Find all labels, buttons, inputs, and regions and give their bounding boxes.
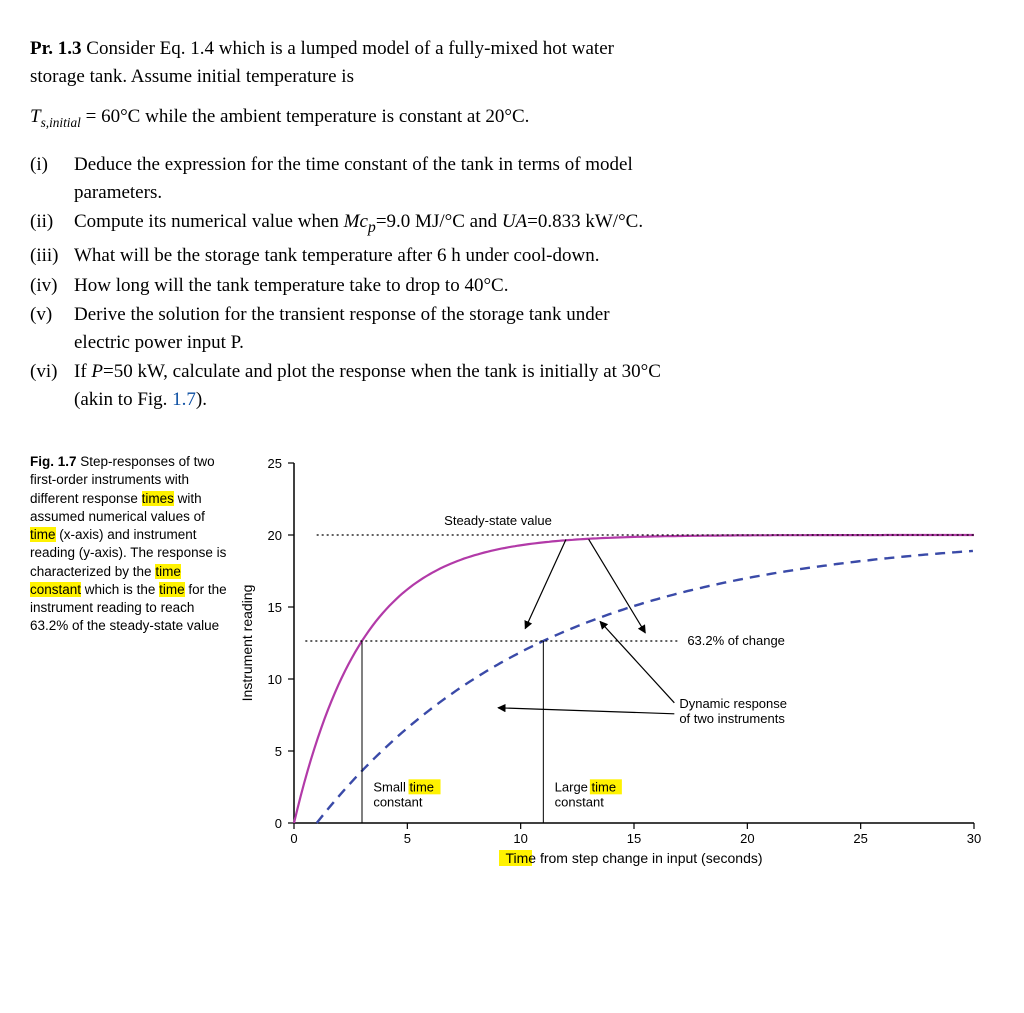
figure-row: Fig. 1.7 Step-responses of two first-ord…	[30, 453, 994, 873]
svg-text:20: 20	[268, 528, 282, 543]
svg-text:5: 5	[404, 831, 411, 846]
svg-text:Dynamic response: Dynamic response	[679, 696, 787, 711]
figure-caption: Fig. 1.7 Step-responses of two first-ord…	[30, 453, 234, 635]
svg-text:25: 25	[853, 831, 867, 846]
svg-text:constant: constant	[555, 795, 605, 810]
item-body: Deduce the expression for the time const…	[74, 151, 670, 206]
problem-block: Pr. 1.3 Consider Eq. 1.4 which is a lump…	[30, 35, 670, 413]
svg-text:63.2% of change: 63.2% of change	[687, 633, 785, 648]
chart-svg: 0 5 10 15 20 25 30 0 5 10 15 20 25 Time from step cha…	[234, 453, 994, 873]
svg-text:10: 10	[513, 831, 527, 846]
problem-item: (iii)What will be the storage tank tempe…	[30, 242, 670, 270]
problem-line2: Ts,initial = 60°C while the ambient temp…	[30, 103, 670, 132]
svg-text:30: 30	[967, 831, 981, 846]
item-marker: (v)	[30, 301, 74, 356]
svg-text:Large time: Large time	[555, 780, 616, 795]
item-body: Derive the solution for the transient re…	[74, 301, 670, 356]
T-rest: = 60°C while the ambient temperature is …	[81, 106, 530, 127]
svg-text:Steady-state value: Steady-state value	[444, 513, 552, 528]
svg-text:15: 15	[627, 831, 641, 846]
chart: 0 5 10 15 20 25 30 0 5 10 15 20 25 Time from step cha…	[234, 453, 994, 873]
item-marker: (i)	[30, 151, 74, 206]
problem-intro: Pr. 1.3 Consider Eq. 1.4 which is a lump…	[30, 35, 670, 90]
svg-text:0: 0	[275, 816, 282, 831]
svg-text:Time from step change in input: Time from step change in input (seconds)	[505, 850, 762, 866]
item-body: How long will the tank temperature take …	[74, 272, 670, 300]
problem-intro-text: Consider Eq. 1.4 which is a lumped model…	[30, 38, 614, 87]
problem-number: Pr. 1.3	[30, 38, 82, 59]
svg-text:5: 5	[275, 744, 282, 759]
svg-text:Instrument reading: Instrument reading	[239, 585, 255, 702]
item-body: Compute its numerical value when Mcp=9.0…	[74, 208, 670, 240]
T-subscript: s,initial	[41, 115, 81, 130]
item-marker: (ii)	[30, 208, 74, 240]
T-symbol: T	[30, 106, 41, 127]
svg-text:10: 10	[268, 672, 282, 687]
svg-text:20: 20	[740, 831, 754, 846]
problem-item: (ii)Compute its numerical value when Mcp…	[30, 208, 670, 240]
svg-text:0: 0	[290, 831, 297, 846]
problem-item: (i)Deduce the expression for the time co…	[30, 151, 670, 206]
figure-label: Fig. 1.7	[30, 454, 77, 469]
svg-text:of two instruments: of two instruments	[679, 711, 785, 726]
problem-item: (v)Derive the solution for the transient…	[30, 301, 670, 356]
problem-items: (i)Deduce the expression for the time co…	[30, 151, 670, 413]
item-marker: (vi)	[30, 358, 74, 413]
svg-text:25: 25	[268, 456, 282, 471]
item-body: If P=50 kW, calculate and plot the respo…	[74, 358, 670, 413]
figure-caption-body: Step-responses of two first-order instru…	[30, 454, 227, 633]
item-marker: (iv)	[30, 272, 74, 300]
problem-item: (vi)If P=50 kW, calculate and plot the r…	[30, 358, 670, 413]
item-marker: (iii)	[30, 242, 74, 270]
svg-text:constant: constant	[373, 795, 423, 810]
item-body: What will be the storage tank temperatur…	[74, 242, 670, 270]
svg-text:Small time: Small time	[373, 780, 434, 795]
problem-item: (iv)How long will the tank temperature t…	[30, 272, 670, 300]
svg-text:15: 15	[268, 600, 282, 615]
